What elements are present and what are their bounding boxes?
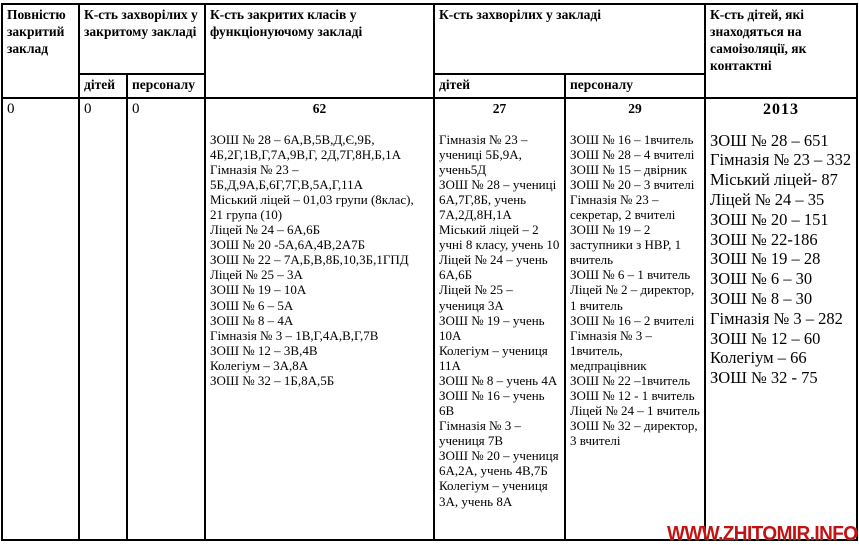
subheader-sick-children: дітей (433, 73, 566, 99)
cell-closed-classes: 62 ЗОШ № 28 – 6А,В,5В,Д,Є,9Б, 4Б,2Г,1В,Г… (204, 97, 435, 541)
list-entry: ЗОШ № 15 – двірник (570, 161, 688, 177)
closed-children-value: 0 (84, 101, 92, 117)
list-entry: Колегіум – учениця 3А, учень 8А (439, 478, 548, 509)
closed-classes-total: 62 (312, 101, 327, 116)
closed-classes-list: ЗОШ № 28 – 6А,В,5В,Д,Є,9Б, 4Б,2Г,1В,Г,7А… (210, 132, 429, 388)
list-entry: Ліцей № 24 – учень 6А,6Б (439, 252, 548, 283)
list-entry: Гімназія № 23 – 332 (710, 150, 852, 170)
cell-fully-closed: 0 (1, 97, 80, 541)
list-entry: ЗОШ № 12 – 3В,4В (210, 342, 318, 358)
header-closed-classes: К-сть закритих класів у функціонуючому з… (204, 3, 435, 99)
list-entry: Гімназія № 23 – учениці 5Б,9А, учень5Д (439, 131, 528, 177)
list-entry: ЗОШ № 16 – учень 6В (439, 387, 545, 419)
list-entry: ЗОШ № 32 - 75 (710, 368, 818, 388)
sick-children-list: Гімназія № 23 – учениці 5Б,9А, учень5Д ЗО… (439, 132, 560, 509)
table-row: 0 0 0 62 ЗОШ № 28 – 6А,В,5В,Д,Є,9Б, 4Б,2… (1, 97, 859, 541)
list-entry: ЗОШ № 16 – 2 вчителі (570, 312, 695, 328)
list-entry: ЗОШ № 19 – 2 заступники з НВР, 1 вчитель (570, 222, 682, 268)
cell-sick-children: 27 Гімназія № 23 – учениці 5Б,9А, учень5… (433, 97, 566, 541)
list-entry: ЗОШ № 19 – учень 10А (439, 312, 545, 343)
isolation-total: 2013 (763, 101, 800, 118)
cell-closed-staff: 0 (126, 97, 206, 541)
list-entry: Гімназія № 23 – 5Б,Д,9А,Б,6Г,7Г,В,5А,Г,1… (210, 161, 364, 192)
closed-staff-value: 0 (132, 101, 140, 117)
list-entry: ЗОШ № 32 – директор, 3 вчителі (570, 418, 698, 449)
list-entry: ЗОШ № 20 – 151 (710, 209, 829, 229)
list-entry: Колегіум – 3А,8А (210, 357, 309, 373)
list-entry: ЗОШ № 20 – 3 вчителі (570, 176, 695, 192)
header-row-top: Повністю закритий заклад К-сть захворіли… (1, 3, 859, 99)
list-entry: ЗОШ № 32 – 1Б,8А,5Б (210, 372, 335, 388)
header-row-sub: дітей персоналу дітей персоналу (2, 73, 857, 99)
subheader-sick-staff: персоналу (563, 73, 707, 99)
list-entry: Міський ліцей- 87 (710, 170, 838, 190)
cell-sick-staff: 29 ЗОШ № 16 – 1вчитель ЗОШ № 28 – 4 вчите… (563, 97, 707, 541)
sick-children-total: 27 (492, 101, 507, 116)
list-entry: Гімназія № 3 – 1вчитель, медпрацівник (570, 327, 652, 373)
list-entry: ЗОШ № 19 – 28 (710, 249, 821, 269)
sick-staff-list: ЗОШ № 16 – 1вчитель ЗОШ № 28 – 4 вчителі З… (570, 132, 700, 449)
list-entry: ЗОШ № 22 –1вчитель (570, 372, 691, 388)
list-entry: Гімназія № 3 – 282 (710, 308, 843, 328)
subheader-closed-children: дітей (78, 73, 128, 99)
header-sick-in-institution-group: К-сть захворілих у закладі (432, 3, 707, 75)
list-entry: Колегіум – 66 (710, 348, 807, 368)
list-entry: Ліцей № 24 – 35 (710, 189, 825, 209)
list-entry: ЗОШ № 20 – учениця 6А,2А, учень 4В,7Б (439, 448, 559, 479)
header-children-isolation: К-сть дітей, які знаходяться на самоізол… (704, 3, 859, 99)
list-entry: ЗОШ № 28 – учениці 6А,7Г,8Б, учень 7А,2Д… (439, 176, 557, 223)
list-entry: ЗОШ № 6 – 1 вчитель (570, 267, 691, 283)
list-entry: Ліцей № 2 – директор, 1 вчитель (570, 282, 695, 313)
list-entry: ЗОШ № 8 – 30 (710, 288, 813, 308)
list-entry: Ліцей № 24 – 6А,6Б (210, 222, 321, 238)
list-entry: ЗОШ № 12 – 60 (710, 328, 821, 348)
cell-closed-children: 0 (78, 97, 128, 541)
list-entry: ЗОШ № 8 – учень 4А (439, 372, 558, 388)
header-fully-closed: Повністю закритий заклад (1, 3, 80, 99)
subheader-closed-staff: персоналу (126, 73, 206, 99)
list-entry: Гімназія № 3 – учениця 7В (439, 418, 521, 449)
list-entry: ЗОШ № 6 – 30 (710, 269, 813, 289)
list-entry: ЗОШ № 8 – 4А (210, 312, 294, 328)
covid-schools-report-table: Повністю закритий заклад К-сть захворіли… (1, 3, 859, 541)
cell-children-isolation: 2013 ЗОШ № 28 – 651 Гімназія № 23 – 332 Мі… (704, 97, 859, 541)
list-entry: ЗОШ № 22 – 7А,Б,В,8Б,10,3Б,1ГПД (210, 252, 409, 268)
fully-closed-value: 0 (7, 101, 15, 117)
header-sick-in-closed-group: К-сть захворілих у закритому закладі (78, 3, 206, 75)
list-entry: ЗОШ № 12 - 1 вчитель (570, 387, 695, 403)
list-entry: Ліцей № 25 – учениця 3А (439, 282, 513, 313)
list-entry: Гімназія № 3 – 1В,Г,4А,В,Г,7В (210, 327, 379, 343)
list-entry: ЗОШ № 20 -5А,6А,4В,2А7Б (210, 237, 366, 253)
list-entry: ЗОШ № 28 – 4 вчителі (570, 146, 695, 162)
list-entry: ЗОШ № 6 – 5А (210, 297, 294, 313)
list-entry: ЗОШ № 28 – 651 (710, 130, 829, 150)
list-entry: ЗОШ № 28 – 6А,В,5В,Д,Є,9Б, 4Б,2Г,1В,Г,7А… (210, 131, 402, 162)
sick-staff-total: 29 (628, 101, 642, 116)
list-entry: Міський ліцей – 2 учні 8 класу, учень 10 (439, 222, 560, 253)
list-entry: ЗОШ № 22-186 (710, 229, 818, 249)
list-entry: ЗОШ № 19 – 10А (210, 282, 307, 298)
list-entry: Міський ліцей – 01,03 групи (8клас), 21 … (210, 191, 414, 223)
list-entry: Ліцей № 25 – 3А (210, 267, 303, 283)
site-watermark: WWW.ZHITOMIR.INFO (667, 523, 859, 545)
list-entry: Колегіум – учениця 11А (439, 342, 548, 373)
list-entry: Гімназія № 23 – секретар, 2 вчителі (570, 191, 676, 223)
isolation-list: ЗОШ № 28 – 651 Гімназія № 23 – 332 Міський… (710, 131, 852, 388)
list-entry: ЗОШ № 16 – 1вчитель (570, 131, 694, 147)
list-entry: Ліцей № 24 – 1 вчитель (570, 403, 700, 419)
